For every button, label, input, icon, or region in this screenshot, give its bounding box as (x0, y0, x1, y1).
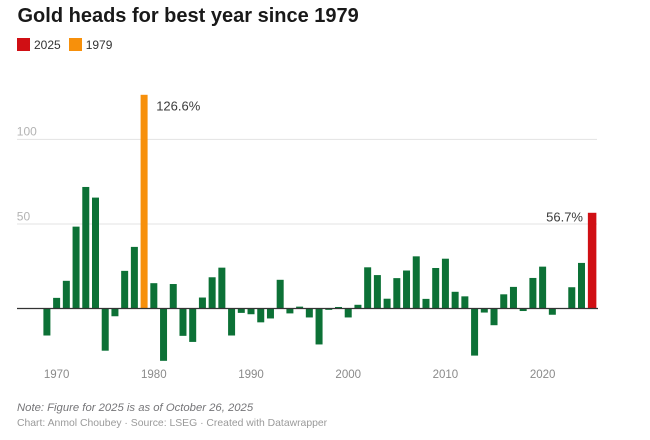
svg-text:1990: 1990 (238, 369, 264, 381)
svg-text:2020: 2020 (530, 369, 556, 381)
svg-text:56.7%: 56.7% (546, 209, 583, 224)
svg-text:126.6%: 126.6% (156, 98, 201, 113)
svg-text:1970: 1970 (44, 369, 70, 381)
svg-text:1980: 1980 (141, 369, 167, 381)
svg-text:100: 100 (17, 125, 37, 139)
svg-text:50: 50 (17, 209, 31, 223)
svg-text:2000: 2000 (335, 369, 361, 381)
svg-text:2010: 2010 (433, 369, 459, 381)
